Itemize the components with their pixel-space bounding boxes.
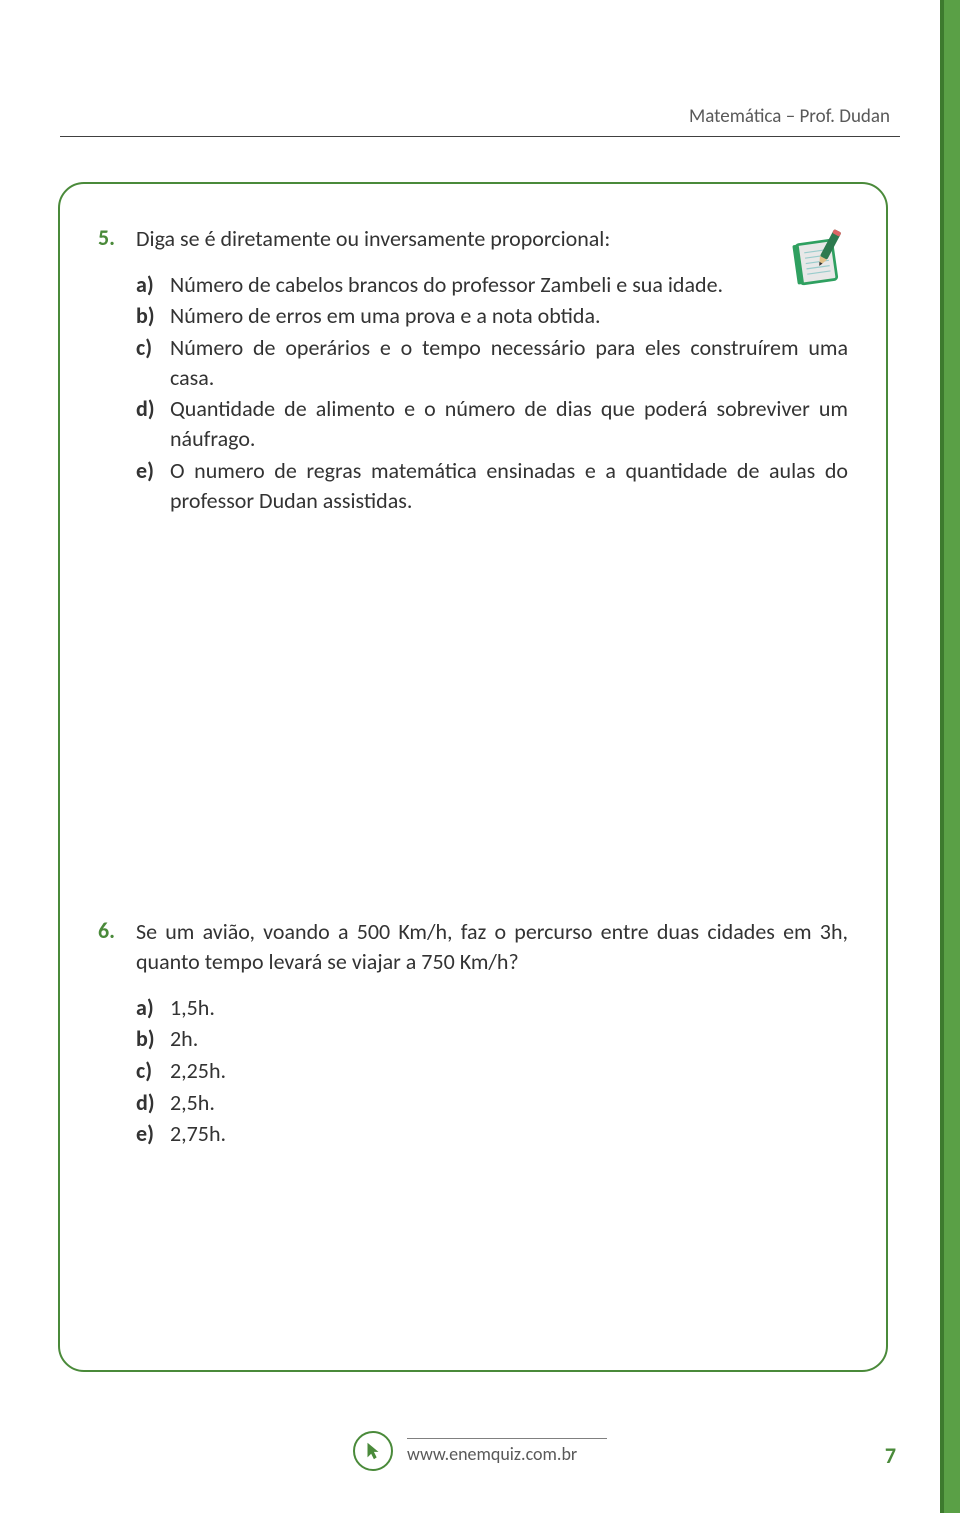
option-row: e) O numero de regras matemática ensinad… <box>136 456 848 515</box>
option-letter: b) <box>136 301 162 331</box>
option-text: 1,5h. <box>170 993 848 1023</box>
option-text: O numero de regras matemática ensinadas … <box>170 456 848 515</box>
question-body: Se um avião, voando a 500 Km/h, faz o pe… <box>136 917 848 1151</box>
page-header: Matemática – Prof. Dudan <box>60 105 900 137</box>
header-subject: Matemática <box>689 105 781 128</box>
question-number: 6. <box>98 917 126 944</box>
option-letter: a) <box>136 993 162 1023</box>
footer-link-block: www.enemquiz.com.br <box>407 1438 607 1465</box>
notebook-icon <box>782 224 854 296</box>
option-letter: d) <box>136 394 162 424</box>
option-row: d) Quantidade de alimento e o número de … <box>136 394 848 453</box>
option-row: d) 2,5h. <box>136 1088 848 1118</box>
option-text: 2,25h. <box>170 1056 848 1086</box>
option-row: c) 2,25h. <box>136 1056 848 1086</box>
option-row: b) 2h. <box>136 1024 848 1054</box>
option-text: Quantidade de alimento e o número de dia… <box>170 394 848 453</box>
option-text: 2h. <box>170 1024 848 1054</box>
header-instructor: Prof. Dudan <box>799 105 890 128</box>
option-letter: a) <box>136 270 162 300</box>
question-5: 5. Diga se é diretamente ou inversamente… <box>98 224 848 517</box>
header-text: Matemática – Prof. Dudan <box>60 105 900 128</box>
question-prompt: Se um avião, voando a 500 Km/h, faz o pe… <box>136 917 848 976</box>
option-row: a) Número de cabelos brancos do professo… <box>136 270 848 300</box>
option-letter: c) <box>136 333 162 363</box>
option-text: 2,5h. <box>170 1088 848 1118</box>
option-row: c) Número de operários e o tempo necessá… <box>136 333 848 392</box>
option-text: 2,75h. <box>170 1119 848 1149</box>
question-options: a) 1,5h. b) 2h. c) 2,25h. d) 2,5h. e) <box>136 993 848 1149</box>
page-number: 7 <box>885 1442 896 1469</box>
option-row: a) 1,5h. <box>136 993 848 1023</box>
option-letter: d) <box>136 1088 162 1118</box>
option-letter: e) <box>136 456 162 486</box>
option-text: Número de cabelos brancos do professor Z… <box>170 270 848 300</box>
option-text: Número de erros em uma prova e a nota ob… <box>170 301 848 331</box>
content-box: 5. Diga se é diretamente ou inversamente… <box>58 182 888 1372</box>
option-row: b) Número de erros em uma prova e a nota… <box>136 301 848 331</box>
option-letter: b) <box>136 1024 162 1054</box>
question-6: 6. Se um avião, voando a 500 Km/h, faz o… <box>98 917 848 1151</box>
option-text: Número de operários e o tempo necessário… <box>170 333 848 392</box>
footer-cursor-icon <box>353 1431 393 1471</box>
footer-url: www.enemquiz.com.br <box>407 1443 607 1465</box>
page-footer: www.enemquiz.com.br <box>0 1431 960 1471</box>
option-row: e) 2,75h. <box>136 1119 848 1149</box>
question-prompt: Diga se é diretamente ou inversamente pr… <box>136 224 848 254</box>
question-number: 5. <box>98 224 126 251</box>
header-rule <box>60 136 900 137</box>
question-body: Diga se é diretamente ou inversamente pr… <box>136 224 848 517</box>
header-separator: – <box>786 105 795 128</box>
option-letter: e) <box>136 1119 162 1149</box>
option-letter: c) <box>136 1056 162 1086</box>
question-options: a) Número de cabelos brancos do professo… <box>136 270 848 516</box>
footer-rule <box>407 1438 607 1439</box>
page-edge-decoration <box>940 0 960 1513</box>
